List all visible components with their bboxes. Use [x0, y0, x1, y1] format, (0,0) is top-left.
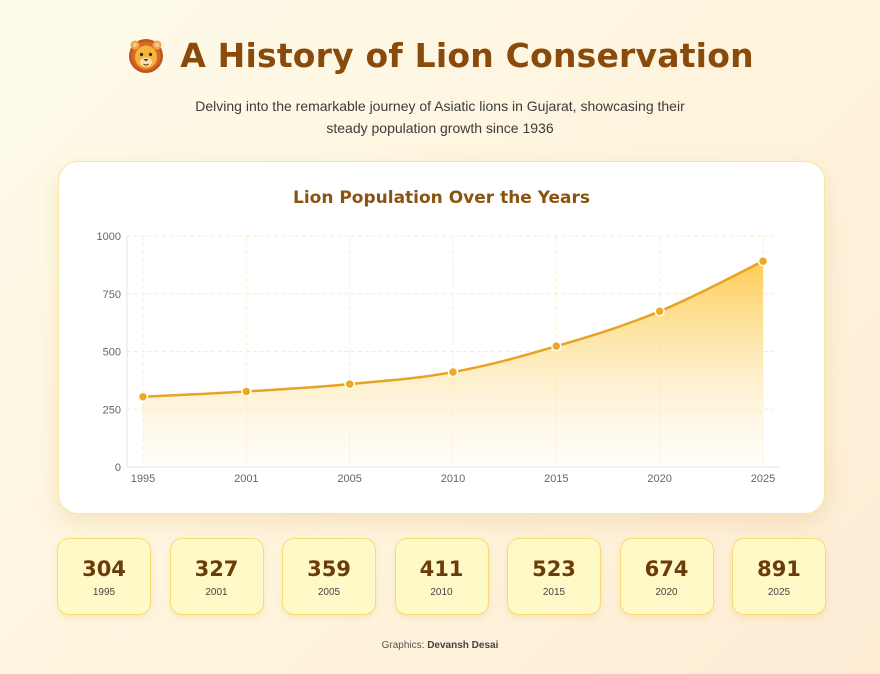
- stat-value: 304: [82, 557, 126, 581]
- y-tick-label: 750: [103, 289, 121, 301]
- y-tick-label: 250: [103, 404, 121, 416]
- stat-value: 411: [419, 557, 464, 581]
- x-tick-label: 2001: [234, 473, 258, 485]
- stat-value: 359: [307, 557, 351, 581]
- stat-year: 2015: [542, 587, 566, 598]
- stat-year: 2005: [317, 587, 341, 598]
- data-point-1995: [137, 391, 149, 403]
- stat-year: 2025: [767, 587, 791, 598]
- stat-card-2015: 523 2015: [507, 538, 601, 615]
- x-tick-label: 1995: [131, 473, 155, 485]
- stat-value: 674: [644, 557, 689, 581]
- page-subtitle: Delving into the remarkable journey of A…: [195, 98, 685, 136]
- x-tick-label: 2020: [647, 473, 671, 485]
- data-point-2010: [447, 366, 459, 378]
- y-tick-label: 0: [115, 462, 121, 474]
- x-tick-label: 2010: [441, 473, 465, 485]
- stat-card-2001: 327 2001: [169, 538, 264, 615]
- page-title: A History of Lion Conservation: [180, 35, 754, 75]
- data-point-2020: [654, 306, 665, 317]
- y-tick-label: 1000: [97, 231, 121, 243]
- x-tick-label: 2005: [337, 473, 361, 485]
- data-point-2001: [241, 386, 252, 397]
- stat-card-2010: 411 2010: [394, 538, 489, 615]
- stat-value: 891: [757, 557, 801, 581]
- stat-value: 523: [532, 557, 576, 581]
- stat-card-2005: 359 2005: [282, 538, 376, 615]
- stat-card-2020: 674 2020: [619, 538, 714, 615]
- credit-author: Devansh Desai: [427, 640, 499, 651]
- data-point-2005: [344, 378, 355, 390]
- x-tick-label: 2025: [751, 473, 775, 485]
- y-tick-label: 500: [103, 347, 121, 359]
- population-area-chart: 0 250 500 750 1000 1995 2001 2005 2010 2015 2020 20…: [97, 231, 779, 485]
- data-point-2015: [551, 340, 562, 352]
- credit-label: Graphics:: [381, 640, 425, 651]
- stat-value: 327: [194, 557, 239, 581]
- title-row: A History of Lion Conservation: [0, 28, 880, 82]
- lion-face-icon: [129, 39, 164, 73]
- stat-year: 2001: [205, 587, 228, 598]
- stat-year: 2020: [655, 587, 678, 598]
- data-point-2025: [757, 255, 769, 267]
- stat-year: 2010: [430, 587, 453, 598]
- stat-card-2025: 891 2025: [732, 538, 826, 615]
- chart-title: Lion Population Over the Years: [292, 188, 591, 208]
- credit-line: Graphics: Devansh Desai: [0, 640, 880, 651]
- stats-row: 304 1995 327 2001 359 2005 411 2010 523 2015 674 20…: [57, 538, 826, 615]
- chart-card: Lion Population Over the Years 0 250 500 75…: [58, 161, 825, 514]
- series-area-fill: [143, 261, 763, 467]
- page-header: A History of Lion Conservation Delving i…: [0, 28, 880, 139]
- x-tick-label: 2015: [544, 473, 568, 485]
- stat-year: 1995: [92, 587, 116, 598]
- stat-card-1995: 304 1995: [57, 538, 151, 615]
